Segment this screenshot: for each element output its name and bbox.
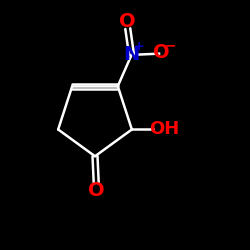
Text: −: −	[164, 38, 176, 52]
Text: +: +	[134, 40, 144, 54]
Text: N: N	[124, 46, 140, 64]
Text: OH: OH	[149, 120, 180, 138]
Text: O: O	[120, 12, 136, 31]
Text: O: O	[153, 43, 170, 62]
Text: O: O	[88, 181, 104, 200]
